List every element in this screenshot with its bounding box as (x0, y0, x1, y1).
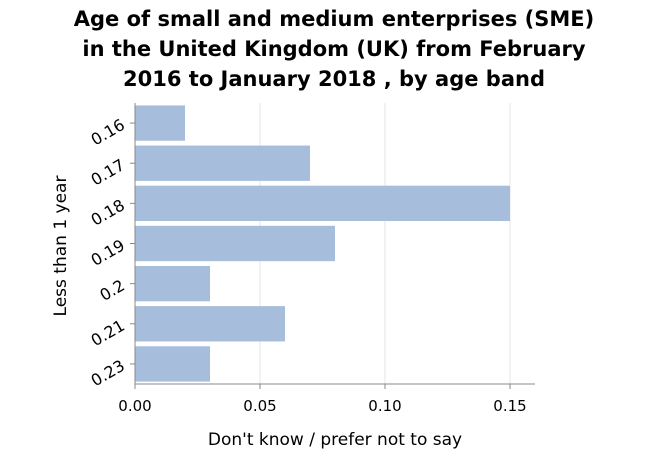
y-tick-label-0: 0.16 (88, 115, 128, 149)
bar-2 (135, 185, 510, 222)
bar-6 (135, 346, 210, 382)
bar-1 (135, 145, 310, 181)
chart-title-line-1: Age of small and medium enterprises (SME… (73, 7, 595, 31)
chart-title-line-2: in the United Kingdom (UK) from February (82, 37, 586, 61)
bar-5 (135, 306, 285, 342)
x-tick-label-2: 0.10 (368, 397, 401, 415)
y-tick-label-6: 0.23 (88, 356, 128, 390)
chart-title: Age of small and medium enterprises (SME… (0, 4, 668, 94)
axes (130, 103, 535, 389)
y-tick-label-2: 0.18 (88, 195, 128, 229)
x-tick-label-0: 0.00 (118, 397, 151, 415)
bars (135, 105, 510, 382)
y-tick-label-5: 0.21 (88, 316, 128, 350)
chart-title-line-3: 2016 to January 2018 , by age band (123, 67, 545, 91)
y-tick-label-4: 0.2 (96, 276, 128, 305)
bar-3 (135, 225, 335, 262)
y-tick-label-1: 0.17 (88, 155, 128, 189)
bar-4 (135, 265, 210, 302)
x-axis-label: Don't know / prefer not to say (208, 430, 462, 450)
x-tick-label-1: 0.05 (243, 397, 276, 415)
y-tick-label-3: 0.19 (88, 236, 128, 270)
x-tick-label-3: 0.15 (493, 397, 526, 415)
y-axis-label: Less than 1 year (51, 176, 71, 317)
bar-0 (135, 105, 185, 141)
